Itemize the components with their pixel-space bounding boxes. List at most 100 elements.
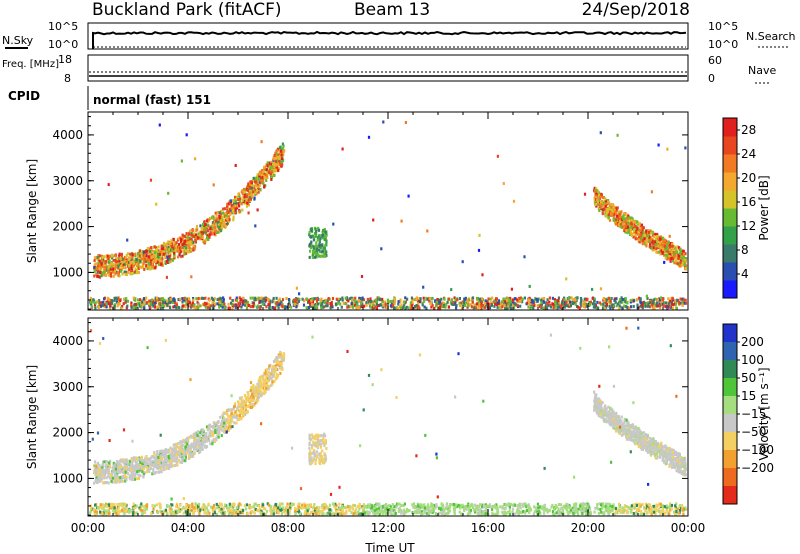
echo-cell xyxy=(152,256,155,260)
echo-cell xyxy=(219,209,223,213)
echo-cell xyxy=(271,300,274,304)
echo-cell xyxy=(557,296,560,300)
echo-cell xyxy=(127,258,130,262)
echo-cell xyxy=(178,306,181,310)
echo-cell xyxy=(529,306,532,310)
echo-cell xyxy=(621,223,624,227)
echo-cell xyxy=(356,303,359,307)
echo-cell xyxy=(395,504,398,508)
echo-cell xyxy=(519,304,522,308)
echo-cell xyxy=(662,301,665,304)
echo-cell xyxy=(591,287,594,291)
echo-cell xyxy=(211,508,214,512)
echo-cell xyxy=(651,248,654,252)
echo-cell xyxy=(246,201,249,205)
echo-cell xyxy=(259,299,262,303)
echo-cell xyxy=(414,306,417,310)
echo-cell xyxy=(248,505,251,509)
echo-cell xyxy=(678,246,681,250)
echo-cell xyxy=(128,263,131,267)
echo-cell xyxy=(639,239,642,243)
echo-cell xyxy=(656,304,659,308)
echo-cell xyxy=(496,305,499,309)
echo-cell xyxy=(341,147,344,151)
echo-cell xyxy=(466,504,469,508)
echo-cell xyxy=(601,208,604,211)
echo-cell xyxy=(565,301,568,305)
echo-cell xyxy=(397,302,400,306)
echo-cell xyxy=(245,204,249,208)
echo-cell xyxy=(470,303,473,307)
echo-cell xyxy=(321,305,324,309)
echo-cell xyxy=(282,144,285,148)
echo-cell xyxy=(483,305,486,309)
echo-cell xyxy=(562,298,565,302)
echo-cell xyxy=(410,306,413,310)
echo-cell xyxy=(560,507,563,511)
echo-cell xyxy=(668,242,672,245)
echo-cell xyxy=(571,506,574,510)
echo-cell xyxy=(181,236,184,240)
echo-cell xyxy=(233,304,236,307)
echo-cell xyxy=(134,270,137,274)
echo-cell xyxy=(504,306,507,310)
echo-cell xyxy=(429,508,432,512)
echo-cell xyxy=(271,508,274,512)
echo-cell xyxy=(618,505,621,508)
echo-cell xyxy=(277,303,280,307)
echo-cell xyxy=(274,502,277,506)
echo-cell xyxy=(440,302,443,306)
echo-cell xyxy=(671,302,674,306)
echo-cell xyxy=(198,512,201,516)
echo-cell xyxy=(184,246,188,250)
echo-cell xyxy=(517,296,521,300)
echo-cell xyxy=(259,170,262,174)
echo-cell xyxy=(108,307,111,310)
echo-cell xyxy=(620,296,623,300)
echo-cell xyxy=(623,304,626,308)
echo-cell xyxy=(123,265,126,269)
echo-cell xyxy=(166,299,169,303)
echo-cell xyxy=(205,302,208,306)
echo-cell xyxy=(239,511,242,514)
echo-cell xyxy=(184,507,187,511)
echo-cell xyxy=(642,512,646,516)
echo-cell xyxy=(269,172,272,176)
echo-cell xyxy=(97,261,100,265)
echo-cell xyxy=(311,303,314,307)
echo-cell xyxy=(271,175,274,179)
echo-cell xyxy=(645,294,648,298)
echo-cell xyxy=(323,252,326,256)
echo-cell xyxy=(663,253,666,257)
echo-cell xyxy=(607,296,610,300)
echo-cell xyxy=(665,247,668,251)
echo-cell xyxy=(369,297,372,301)
echo-cell xyxy=(103,297,106,301)
echo-cell xyxy=(593,305,597,309)
echo-cell xyxy=(225,215,228,219)
echo-cell xyxy=(454,301,457,305)
echo-cell xyxy=(142,302,145,306)
echo-cell xyxy=(122,302,125,306)
echo-cell xyxy=(329,306,332,310)
echo-cell xyxy=(137,256,140,260)
echo-cell xyxy=(124,297,128,301)
echo-cell xyxy=(435,503,438,507)
echo-cell xyxy=(222,296,225,300)
echo-cell xyxy=(441,305,444,309)
echo-cell xyxy=(367,135,371,139)
echo-cell xyxy=(97,300,100,304)
echo-cell xyxy=(603,307,606,310)
nsearch-label: N.Search xyxy=(746,30,796,43)
echo-cell xyxy=(281,502,284,506)
echo-cell xyxy=(275,165,278,169)
echo-cell xyxy=(621,300,624,304)
colorbar-tick-label: 20 xyxy=(741,171,756,185)
echo-cell xyxy=(322,508,325,511)
echo-cell xyxy=(655,509,658,513)
echo-cell xyxy=(159,259,162,263)
echo-cell xyxy=(188,301,191,305)
echo-cell xyxy=(231,209,234,213)
echo-cell xyxy=(391,299,394,303)
echo-cell xyxy=(285,305,288,309)
